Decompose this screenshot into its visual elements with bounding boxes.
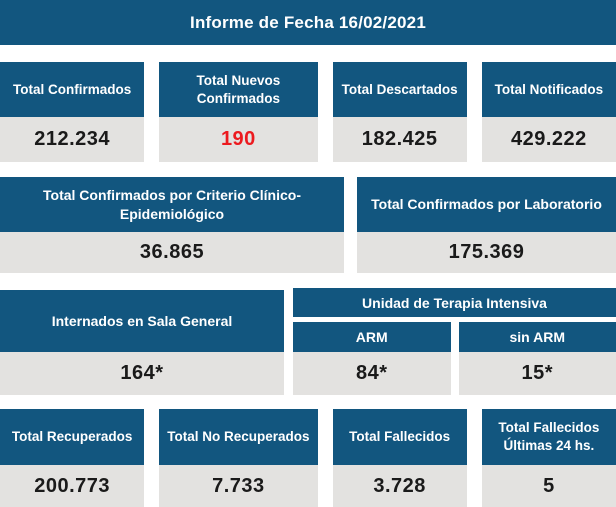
stat-card-header: sin ARM	[458, 322, 616, 352]
stat-card-value: 3.728	[332, 465, 467, 507]
stat-card-header: Total Confirmados	[0, 62, 145, 117]
stat-card-header: Total No Recuperados	[159, 409, 318, 465]
stat-card-value: 15*	[458, 352, 616, 395]
criteria-row: Total Confirmados por Criterio Clínico-E…	[0, 177, 616, 273]
stat-card-total-descartados: Total Descartados 182.425	[332, 62, 467, 162]
stat-card-header: Total Descartados	[332, 62, 467, 117]
stat-card-header: Internados en Sala General	[0, 290, 284, 352]
stat-card-value: 429.222	[481, 117, 616, 162]
stat-card-value: 84*	[293, 352, 451, 395]
stat-card-value: 164*	[0, 352, 284, 395]
stat-card-label: Total Descartados	[341, 81, 458, 97]
stat-card-header: Total Confirmados por Laboratorio	[357, 177, 616, 232]
stat-card-label: Total No Recuperados	[167, 429, 310, 445]
stat-card-value-highlighted: 190	[159, 117, 318, 162]
stat-card-value: 7.733	[159, 465, 318, 507]
stat-card-value: 200.773	[0, 465, 145, 507]
stat-card-confirmados-laboratorio: Total Confirmados por Laboratorio 175.36…	[357, 177, 616, 273]
stat-card-total-confirmados: Total Confirmados 212.234	[0, 62, 145, 162]
stat-card-header: Total Fallecidos Últimas 24 hs.	[481, 409, 616, 465]
stat-card-internados-sala-general: Internados en Sala General 164*	[0, 290, 284, 395]
icu-section: Unidad de Terapia Intensiva ARM 84* sin …	[293, 288, 616, 395]
stat-card-label: Internados en Sala General	[51, 312, 233, 329]
stat-card-header: ARM	[293, 322, 451, 352]
icu-subcards: ARM 84* sin ARM 15*	[293, 322, 616, 395]
stat-card-label: Total Recuperados	[11, 429, 133, 445]
stat-card-total-fallecidos: Total Fallecidos 3.728	[332, 409, 467, 507]
stat-card-total-recuperados: Total Recuperados 200.773	[0, 409, 145, 507]
stat-card-value: 212.234	[0, 117, 145, 162]
stat-card-label: Total Confirmados por Criterio Clínico-E…	[43, 187, 301, 222]
stat-card-label: Total Fallecidos	[349, 429, 451, 445]
stat-card-value: 182.425	[332, 117, 467, 162]
stat-card-label: ARM	[355, 328, 388, 345]
stat-card-header: Total Notificados	[481, 62, 616, 117]
stat-card-label: Total Confirmados por Laboratorio	[371, 196, 602, 213]
stat-card-total-no-recuperados: Total No Recuperados 7.733	[159, 409, 318, 507]
report-title: Informe de Fecha 16/02/2021	[190, 12, 426, 32]
stat-card-label: Total Notificados	[494, 81, 604, 97]
stat-card-label: Total Nuevos Confirmados	[196, 72, 281, 106]
stat-card-header: Total Recuperados	[0, 409, 145, 465]
stat-card-label: Total Confirmados	[12, 81, 132, 97]
stat-card-fallecidos-24hs: Total Fallecidos Últimas 24 hs. 5	[481, 409, 616, 507]
totals-row: Total Confirmados 212.234 Total Nuevos C…	[0, 62, 616, 162]
stat-card-value: 175.369	[357, 232, 616, 273]
report-title-bar: Informe de Fecha 16/02/2021	[0, 0, 616, 45]
icu-section-label: Unidad de Terapia Intensiva	[362, 294, 547, 311]
icu-section-header: Unidad de Terapia Intensiva	[293, 288, 616, 317]
stat-card-header: Total Nuevos Confirmados	[159, 62, 318, 117]
hospital-row: Internados en Sala General 164* Unidad d…	[0, 288, 616, 395]
stat-card-confirmados-criterio-clinico: Total Confirmados por Criterio Clínico-E…	[0, 177, 344, 273]
stat-card-total-notificados: Total Notificados 429.222	[481, 62, 616, 162]
stat-card-header: Total Fallecidos	[332, 409, 467, 465]
stat-card-sin-arm: sin ARM 15*	[458, 322, 616, 395]
outcomes-row: Total Recuperados 200.773 Total No Recup…	[0, 409, 616, 507]
stat-card-value: 5	[481, 465, 616, 507]
stat-card-arm: ARM 84*	[293, 322, 451, 395]
stat-card-label: Total Fallecidos Últimas 24 hs.	[498, 420, 600, 453]
stat-card-header: Total Confirmados por Criterio Clínico-E…	[0, 177, 344, 232]
stat-card-label: sin ARM	[509, 328, 565, 345]
stat-card-value: 36.865	[0, 232, 344, 273]
stat-card-total-nuevos-confirmados: Total Nuevos Confirmados 190	[159, 62, 318, 162]
